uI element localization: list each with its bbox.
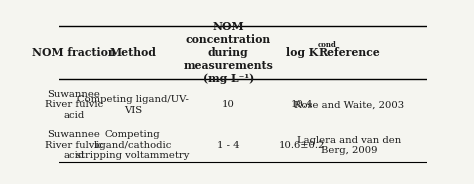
- Text: 10.6±0.2: 10.6±0.2: [279, 141, 325, 150]
- Text: 10.4: 10.4: [291, 100, 313, 109]
- Text: Competing
ligand/cathodic
stripping voltammetry: Competing ligand/cathodic stripping volt…: [76, 130, 190, 160]
- Text: Suwannee
River fulvic
acid: Suwannee River fulvic acid: [45, 90, 103, 120]
- Text: Suwannee
River fulvic
acid: Suwannee River fulvic acid: [45, 130, 103, 160]
- Text: Method: Method: [109, 47, 156, 58]
- Text: Reference: Reference: [319, 47, 380, 58]
- Text: Rose and Waite, 2003: Rose and Waite, 2003: [294, 100, 404, 109]
- Text: NOM
concentration
during
measurements
(mg L⁻¹): NOM concentration during measurements (m…: [183, 22, 273, 84]
- Text: cond: cond: [318, 41, 337, 49]
- Text: Laglera and van den
Berg, 2009: Laglera and van den Berg, 2009: [297, 136, 401, 155]
- Text: 10: 10: [222, 100, 235, 109]
- Text: NOM fraction: NOM fraction: [32, 47, 116, 58]
- Text: log K: log K: [285, 47, 318, 58]
- Text: Competing ligand/UV-
VIS: Competing ligand/UV- VIS: [77, 95, 189, 115]
- Text: 1 - 4: 1 - 4: [217, 141, 239, 150]
